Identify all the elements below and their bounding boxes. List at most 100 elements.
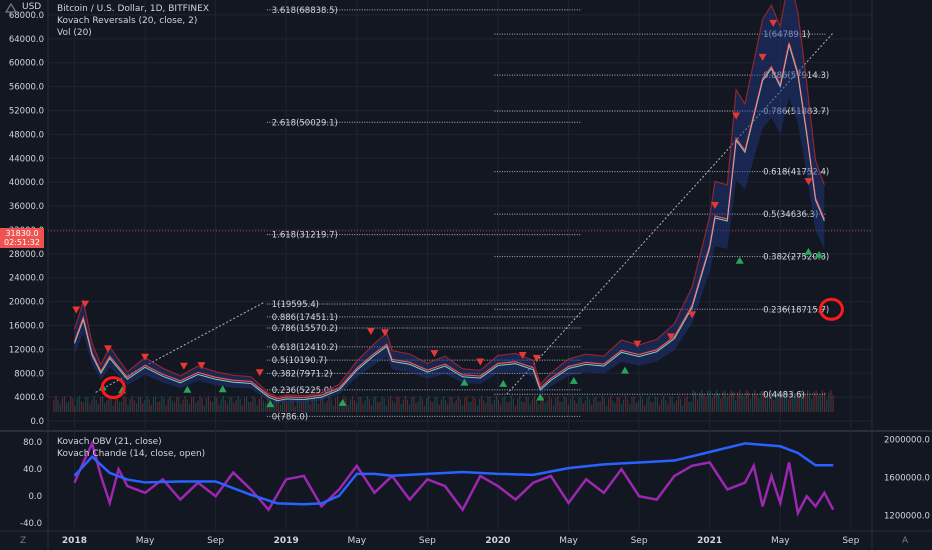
volume-bar xyxy=(777,390,779,412)
volume-bar xyxy=(682,405,684,412)
volume-bar xyxy=(720,398,722,412)
volume-bar xyxy=(622,399,625,412)
volume-bar xyxy=(169,396,171,412)
y-tick-label: 20000.0 xyxy=(9,298,44,308)
volume-bar xyxy=(646,398,648,412)
volume-bar xyxy=(104,403,106,412)
lower-legend: Kovach OBV (21, close) Kovach Chande (14… xyxy=(57,436,205,460)
volume-bar xyxy=(150,404,152,412)
main-legend: Bitcoin / U.S. Dollar, 1D, BITFINEX Kova… xyxy=(57,3,209,39)
up-reversal-marker xyxy=(815,250,824,258)
down-reversal-marker xyxy=(804,178,813,186)
fib-level-label: 0.786(51883.7) xyxy=(763,107,829,117)
volume-bar xyxy=(550,398,553,412)
volume-bar xyxy=(832,394,834,412)
volume-bar xyxy=(696,399,699,412)
x-tick-label: Sep xyxy=(631,536,648,546)
volume-bar xyxy=(353,400,356,412)
volume-bar xyxy=(97,403,99,412)
volume-bar xyxy=(72,398,74,412)
volume-bar xyxy=(464,397,466,412)
fib-level-label: 0.5(34636.3) xyxy=(763,210,818,220)
volume-bar xyxy=(559,401,561,412)
volume-bar xyxy=(788,399,790,412)
volume-bar xyxy=(690,401,692,412)
volume-bar xyxy=(529,404,531,412)
tree-icon[interactable] xyxy=(4,2,18,16)
volume-bar xyxy=(161,396,163,412)
legend-reversals[interactable]: Kovach Reversals (20, close, 2) xyxy=(57,16,198,26)
volume-bar xyxy=(328,396,330,412)
volume-bar xyxy=(205,398,207,412)
bar-countdown: 02:51:32 xyxy=(4,238,40,247)
volume-bar xyxy=(220,399,222,412)
volume-bar xyxy=(434,396,436,412)
volume-bar xyxy=(641,398,644,412)
volume-bar xyxy=(608,398,610,412)
y-tick-label: 48000.0 xyxy=(9,130,44,140)
volume-bar xyxy=(684,397,686,412)
volume-bar xyxy=(536,399,538,412)
volume-bar xyxy=(732,392,735,412)
volume-bar xyxy=(705,397,707,412)
down-reversal-marker xyxy=(710,202,719,210)
volume-bar xyxy=(546,400,548,412)
volume-bar xyxy=(440,399,442,412)
volume-bar xyxy=(381,396,383,412)
volume-bar xyxy=(667,403,669,412)
volume-bar xyxy=(480,396,483,412)
volume-bar xyxy=(635,402,637,412)
volume-bar xyxy=(313,396,315,412)
volume-bar xyxy=(74,406,76,412)
volume-bar xyxy=(284,396,286,412)
y-tick-label: 28000.0 xyxy=(9,250,44,260)
volume-bar xyxy=(411,397,413,412)
volume-bar xyxy=(762,390,764,412)
timezone-button[interactable]: Z xyxy=(20,536,27,546)
volume-bar xyxy=(252,396,254,412)
down-reversal-marker xyxy=(518,351,527,359)
volume-bar xyxy=(404,396,406,412)
down-reversal-marker xyxy=(197,362,206,370)
volume-bar xyxy=(821,390,824,412)
fib-level-label: 0.382(7971.2) xyxy=(272,369,333,379)
auto-scale-button[interactable]: A xyxy=(902,536,909,546)
volume-bar xyxy=(370,404,373,412)
volume-bar xyxy=(726,396,728,412)
volume-bar xyxy=(644,405,646,412)
volume-bar xyxy=(792,390,794,412)
legend-symbol[interactable]: Bitcoin / U.S. Dollar, 1D, BITFINEX xyxy=(57,4,209,14)
volume-bar xyxy=(256,405,258,412)
fib-level-label: 0.786(15570.2) xyxy=(272,324,338,334)
legend-volume[interactable]: Vol (20) xyxy=(57,28,92,38)
volume-bar xyxy=(658,404,661,412)
volume-bar xyxy=(320,397,322,412)
currency-label[interactable]: USD xyxy=(22,2,42,12)
volume-bar xyxy=(663,396,665,412)
legend-obv[interactable]: Kovach OBV (21, close) xyxy=(57,437,162,447)
volume-bar xyxy=(817,396,819,412)
volume-bar xyxy=(135,403,138,412)
down-reversal-marker xyxy=(769,19,778,27)
volume-bar xyxy=(686,396,688,412)
legend-chande[interactable]: Kovach Chande (14, close, open) xyxy=(57,449,206,459)
volume-bar xyxy=(491,403,493,412)
volume-bar xyxy=(633,396,635,412)
down-reversal-marker xyxy=(72,306,81,314)
volume-bar xyxy=(512,398,514,412)
volume-bar xyxy=(61,397,63,412)
volume-bar xyxy=(764,396,766,412)
y-tick-label: 44000.0 xyxy=(9,154,44,164)
volume-bar xyxy=(99,397,102,412)
volume-bar xyxy=(656,397,658,412)
fib-level-label: 0.618(12410.2) xyxy=(272,343,338,353)
volume-bar xyxy=(798,390,800,412)
volume-bar xyxy=(610,396,612,412)
volume-bar xyxy=(137,396,140,412)
down-reversal-marker xyxy=(732,112,741,120)
volume-bar xyxy=(239,398,241,412)
price-line-red xyxy=(73,42,825,400)
volume-bar xyxy=(673,403,675,412)
volume-bar xyxy=(650,401,652,412)
